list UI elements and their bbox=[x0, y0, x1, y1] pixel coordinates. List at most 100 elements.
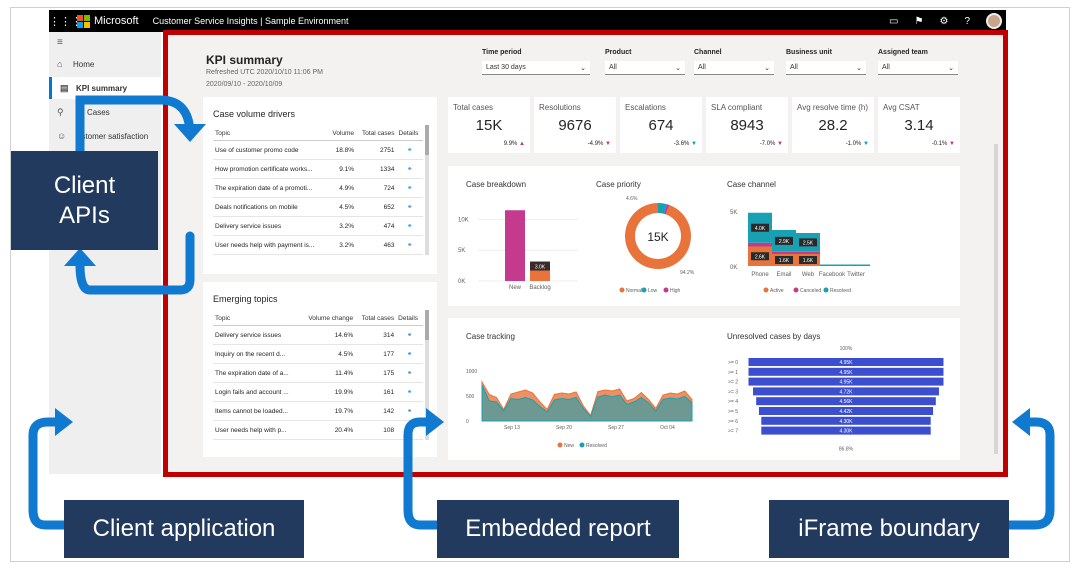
triangle-up-icon: ▲ bbox=[519, 141, 525, 147]
details-link-icon[interactable]: ⚭ bbox=[396, 325, 423, 345]
table-row[interactable]: The expiration date of a... 11.4% 175 ⚭ bbox=[213, 363, 423, 383]
details-link-icon[interactable]: ⚭ bbox=[396, 235, 423, 255]
chevron-down-icon: ⌄ bbox=[675, 65, 681, 72]
sidebar-item-home[interactable]: ⌂ Home bbox=[49, 53, 161, 75]
details-link-icon[interactable]: ⚭ bbox=[396, 216, 423, 236]
table-row[interactable]: How promotion certificate works... 9.1% … bbox=[213, 159, 423, 179]
stacked-bar-segment[interactable] bbox=[748, 242, 772, 247]
table-row[interactable]: Use of customer promo code 18.8% 2751 ⚭ bbox=[213, 140, 423, 160]
report-scrollbar[interactable] bbox=[994, 144, 998, 454]
filter-channel[interactable]: Channel All ⌄ bbox=[694, 49, 774, 75]
filter-select[interactable]: All ⌄ bbox=[694, 61, 774, 75]
details-link-icon[interactable]: ⚭ bbox=[396, 140, 423, 160]
filter-select[interactable]: All ⌄ bbox=[786, 61, 866, 75]
legend-label: Resolved bbox=[586, 443, 607, 449]
filter-select[interactable]: All ⌄ bbox=[878, 61, 958, 75]
pie-slice[interactable] bbox=[664, 204, 670, 215]
topic-cell: Login fails and account ... bbox=[213, 382, 301, 402]
help-icon[interactable]: ? bbox=[964, 15, 970, 27]
details-link-icon[interactable]: ⚭ bbox=[396, 382, 423, 402]
details-link-icon[interactable]: ⚭ bbox=[396, 420, 423, 440]
table-row[interactable]: User needs help with payment is... 3.2% … bbox=[213, 235, 423, 255]
filter-assigned-team[interactable]: Assigned team All ⌄ bbox=[878, 49, 958, 75]
funnel-bar[interactable] bbox=[758, 407, 934, 415]
flag-icon[interactable]: ⚑ bbox=[914, 15, 924, 27]
column-header[interactable]: Topic bbox=[213, 127, 328, 141]
bar-label-bg bbox=[530, 261, 550, 271]
column-header[interactable]: Topic bbox=[213, 312, 301, 326]
kpi-tile[interactable]: Avg resolve time (h) 28.2 -1.0% ▼ bbox=[792, 97, 874, 153]
sidebar-item-cases[interactable]: ⚲ Cases bbox=[49, 101, 161, 123]
funnel-category-label: >= 0 bbox=[728, 360, 738, 366]
stacked-bar-segment[interactable] bbox=[796, 251, 820, 254]
pie-slice[interactable] bbox=[625, 203, 691, 269]
kpi-label: Total cases bbox=[453, 103, 494, 112]
table-row[interactable]: Inquiry on the recent d... 4.5% 177 ⚭ bbox=[213, 344, 423, 364]
table-row[interactable]: Delivery service issues 14.6% 314 ⚭ bbox=[213, 325, 423, 345]
kpi-label: Avg resolve time (h) bbox=[797, 103, 868, 112]
table-row[interactable]: Items cannot be loaded... 19.7% 142 ⚭ bbox=[213, 401, 423, 421]
volume-cell: 3.2% bbox=[327, 216, 357, 236]
funnel-bar[interactable] bbox=[748, 377, 944, 386]
details-link-icon[interactable]: ⚭ bbox=[396, 197, 423, 217]
kpi-tile[interactable]: Escalations 674 -3.6% ▼ bbox=[620, 97, 702, 153]
table-row[interactable]: User needs help with p... 20.4% 108 ⚭ bbox=[213, 420, 423, 440]
column-header[interactable]: Total cases bbox=[355, 312, 397, 326]
filter-product[interactable]: Product All ⌄ bbox=[605, 49, 685, 75]
bar[interactable] bbox=[505, 210, 525, 281]
kpi-tile[interactable]: Total cases 15K 9.9% ▲ bbox=[448, 97, 530, 153]
table-row[interactable]: Delivery service issues 3.2% 474 ⚭ bbox=[213, 216, 423, 236]
legend-label: New bbox=[564, 443, 574, 449]
gear-icon[interactable]: ⚙ bbox=[939, 15, 949, 27]
scrollbar[interactable] bbox=[425, 310, 429, 440]
details-link-icon[interactable]: ⚭ bbox=[396, 363, 423, 383]
area-series[interactable] bbox=[481, 384, 693, 422]
volume-cell: 3.2% bbox=[327, 235, 357, 255]
table-row[interactable]: Login fails and account ... 19.9% 161 ⚭ bbox=[213, 382, 423, 402]
filter-select[interactable]: All ⌄ bbox=[605, 61, 685, 75]
column-header[interactable]: Total cases bbox=[356, 127, 397, 141]
sidebar-item-customer-satisfaction[interactable]: ☺ ustomer satisfaction bbox=[49, 125, 161, 147]
table-row[interactable]: Deals notifications on mobile 4.5% 652 ⚭ bbox=[213, 197, 423, 217]
kpi-label: Resolutions bbox=[539, 103, 581, 112]
segment-label: 2.5K bbox=[803, 240, 814, 246]
funnel-bar[interactable] bbox=[748, 367, 944, 376]
callout-label: Embedded report bbox=[465, 515, 651, 542]
filter-time-period[interactable]: Time period Last 30 days ⌄ bbox=[482, 49, 590, 75]
date-range-text: 2020/09/10 - 2020/10/09 bbox=[206, 81, 283, 88]
funnel-bar[interactable] bbox=[761, 426, 931, 435]
kpi-tile[interactable]: Avg CSAT 3.14 -0.1% ▼ bbox=[878, 97, 960, 153]
y-tick-label: 5K bbox=[730, 210, 737, 216]
column-header[interactable]: Details bbox=[396, 127, 423, 141]
column-header[interactable]: Volume change bbox=[300, 312, 356, 326]
chat-icon[interactable]: ▭ bbox=[889, 15, 899, 27]
sidebar-item-kpi-summary[interactable]: ▤ KPI summary bbox=[49, 77, 161, 99]
stacked-bar-segment[interactable] bbox=[772, 251, 796, 254]
column-header[interactable]: Details bbox=[396, 312, 423, 326]
kpi-tile[interactable]: Resolutions 9676 -4.9% ▼ bbox=[534, 97, 616, 153]
segment-label-bg bbox=[751, 223, 769, 232]
stacked-bar-segment[interactable] bbox=[820, 264, 846, 267]
kpi-tile[interactable]: SLA compliant 8943 -7.0% ▼ bbox=[706, 97, 788, 153]
app-launcher-icon[interactable]: ⋮⋮⋮ bbox=[49, 15, 82, 28]
funnel-bar[interactable] bbox=[748, 358, 944, 366]
client-apis-callout: Client APIs bbox=[11, 151, 158, 250]
avatar[interactable] bbox=[986, 13, 1002, 29]
table-row[interactable]: The expiration date of a promoti... 4.9%… bbox=[213, 178, 423, 198]
funnel-top-label: 100% bbox=[840, 346, 853, 352]
column-header[interactable]: Volume bbox=[327, 127, 357, 141]
funnel-bar[interactable] bbox=[761, 416, 931, 425]
pie-slice[interactable] bbox=[657, 203, 667, 214]
funnel-bar[interactable] bbox=[753, 387, 939, 396]
funnel-bar[interactable] bbox=[756, 397, 936, 406]
details-link-icon[interactable]: ⚭ bbox=[396, 178, 423, 198]
filter-select[interactable]: Last 30 days ⌄ bbox=[482, 61, 590, 75]
details-link-icon[interactable]: ⚭ bbox=[396, 344, 423, 364]
details-link-icon[interactable]: ⚭ bbox=[396, 159, 423, 179]
filter-business-unit[interactable]: Business unit All ⌄ bbox=[786, 49, 866, 75]
hamburger-icon[interactable]: ≡ bbox=[57, 37, 63, 48]
scrollbar[interactable] bbox=[425, 125, 429, 255]
total-cases-cell: 2751 bbox=[356, 140, 397, 160]
details-link-icon[interactable]: ⚭ bbox=[396, 401, 423, 421]
stacked-bar-segment[interactable] bbox=[844, 264, 870, 267]
